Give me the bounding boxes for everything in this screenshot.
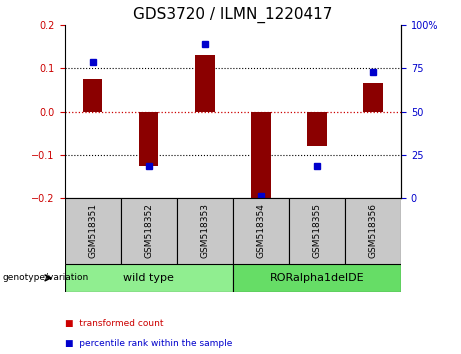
Bar xyxy=(121,198,177,264)
Bar xyxy=(363,83,383,112)
Bar xyxy=(307,112,327,146)
Text: ■  transformed count: ■ transformed count xyxy=(65,319,163,329)
Bar xyxy=(83,79,102,112)
Bar xyxy=(289,198,345,264)
Bar xyxy=(233,264,401,292)
Text: wild type: wild type xyxy=(123,273,174,283)
Bar xyxy=(233,198,289,264)
Text: GSM518356: GSM518356 xyxy=(368,204,378,258)
Text: genotype/variation: genotype/variation xyxy=(2,273,89,282)
Bar xyxy=(251,112,271,198)
Text: GSM518352: GSM518352 xyxy=(144,204,153,258)
Bar xyxy=(65,198,121,264)
Bar xyxy=(195,55,214,112)
Text: ■  percentile rank within the sample: ■ percentile rank within the sample xyxy=(65,339,232,348)
Bar xyxy=(177,198,233,264)
Text: GSM518355: GSM518355 xyxy=(313,204,321,258)
Text: GSM518353: GSM518353 xyxy=(200,204,209,258)
Text: GSM518354: GSM518354 xyxy=(256,204,266,258)
Title: GDS3720 / ILMN_1220417: GDS3720 / ILMN_1220417 xyxy=(133,7,332,23)
Text: GSM518351: GSM518351 xyxy=(88,204,97,258)
Bar xyxy=(65,264,233,292)
Text: RORalpha1delDE: RORalpha1delDE xyxy=(270,273,364,283)
Bar xyxy=(139,112,159,166)
Bar xyxy=(345,198,401,264)
